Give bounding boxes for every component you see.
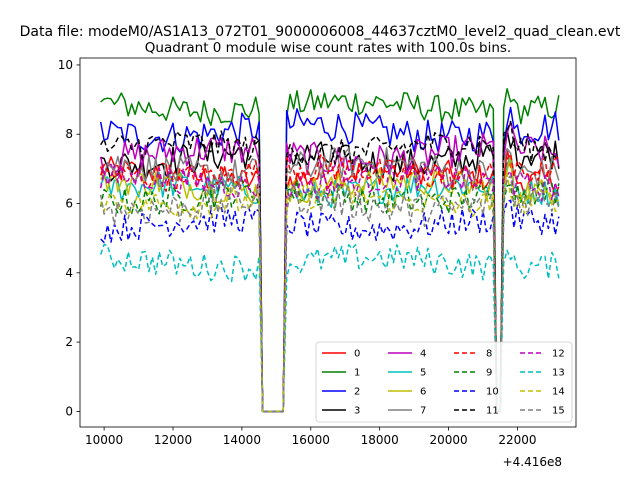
legend-label-6: 6 — [420, 387, 426, 398]
x-tick-label: 12000 — [154, 433, 192, 447]
series-line-15 — [99, 175, 560, 413]
legend-label-3: 3 — [354, 406, 360, 417]
y-tick-label: 8 — [65, 127, 73, 141]
series-line-8 — [99, 153, 559, 413]
y-tick-label: 0 — [65, 404, 73, 418]
series-line-1 — [100, 88, 560, 413]
legend-label-13: 13 — [552, 368, 565, 379]
axes-frame — [79, 57, 577, 428]
x-tick-label: 10000 — [85, 433, 123, 447]
legend-label-8: 8 — [486, 349, 492, 360]
series-line-14 — [99, 173, 559, 413]
x-tick-label: 16000 — [292, 433, 330, 447]
legend-label-10: 10 — [486, 387, 499, 398]
y-tick-label: 4 — [65, 266, 73, 280]
legend-label-0: 0 — [354, 349, 360, 360]
x-tick-label: 14000 — [223, 433, 261, 447]
series-line-7 — [100, 147, 560, 413]
x-tick-label: 22000 — [498, 433, 536, 447]
legend-label-2: 2 — [354, 387, 360, 398]
legend-label-7: 7 — [420, 406, 426, 417]
x-tick-label: 20000 — [429, 433, 467, 447]
legend-label-5: 5 — [420, 368, 426, 379]
y-tick-label: 10 — [58, 58, 73, 72]
legend-label-15: 15 — [552, 406, 565, 417]
legend-label-9: 9 — [486, 368, 492, 379]
legend-label-11: 11 — [486, 406, 499, 417]
y-tick-label: 2 — [65, 335, 73, 349]
x-offset-label: +4.416e8 — [503, 455, 562, 469]
legend-label-4: 4 — [420, 349, 426, 360]
legend-label-14: 14 — [552, 387, 565, 398]
y-tick-label: 6 — [65, 197, 73, 211]
series-line-13 — [99, 243, 560, 413]
x-tick-label: 18000 — [361, 433, 399, 447]
series-line-4 — [99, 120, 560, 413]
legend-label-1: 1 — [354, 368, 360, 379]
series-line-12 — [99, 163, 560, 413]
legend-label-12: 12 — [552, 349, 565, 360]
legend-box — [315, 341, 573, 423]
plot-area: 10000 12000 14000 16000 18000 20000 22000 0 2 4 6 8… — [58, 57, 577, 447]
chart-title: Quadrant 0 module wise count rates with … — [145, 40, 511, 56]
suptitle: Data file: modeM0/AS1A13_072T01_90000060… — [20, 24, 621, 40]
series-lines — [99, 88, 560, 413]
